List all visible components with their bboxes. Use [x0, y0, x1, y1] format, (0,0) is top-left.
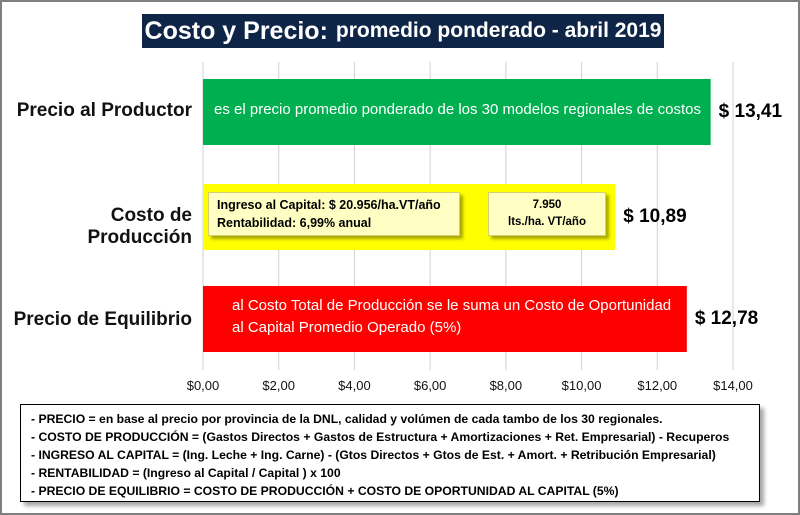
title-part2: promedio ponderado - abril 2019 — [335, 19, 662, 42]
rentabilidad-text: Rentabilidad: 6,99% anual — [217, 216, 372, 230]
x-tick-label: $4,00 — [338, 378, 371, 393]
category-label-precio-productor: Precio al Productor — [16, 100, 192, 121]
note-precio: - PRECIO = en base al precio por provinc… — [31, 412, 663, 426]
x-tick-label: $0,00 — [186, 378, 220, 393]
bar-annotation-precio-equilibrio-line1: al Costo Total de Producción se le suma … — [232, 297, 672, 314]
litros-box: 7.950 lts./ha. VT/año — [488, 192, 606, 236]
x-tick-label: $12,00 — [637, 378, 678, 393]
litros-unit: lts./ha. VT/año — [508, 216, 586, 228]
value-label-precio-equilibrio: $ 12,78 — [694, 308, 759, 329]
note-precio-equilibrio: - PRECIO DE EQUILIBRIO = COSTO DE PRODUC… — [31, 484, 619, 498]
title-part1: Costo y Precio: — [144, 16, 328, 45]
ingreso-capital-box: Ingreso al Capital: $ 20.956/ha.VT/año R… — [208, 192, 460, 236]
category-label-precio-equilibrio: Precio de Equilibrio — [13, 309, 192, 330]
bar-annotation-precio-equilibrio-line2: al Capital Promedio Operado (5%) — [232, 319, 462, 336]
bar-precio-productor — [203, 79, 711, 145]
notes-box: - PRECIO = en base al precio por provinc… — [20, 404, 760, 502]
value-label-precio-productor: $ 13,41 — [718, 101, 783, 122]
category-label-costo-produccion: Costo de Producción — [87, 205, 192, 248]
x-tick-label: $2,00 — [262, 378, 295, 393]
note-ingreso-capital: - INGRESO AL CAPITAL = (Ing. Leche + Ing… — [31, 448, 716, 462]
chart-title: Costo y Precio: promedio ponderado - abr… — [142, 14, 664, 48]
x-tick-label: $8,00 — [489, 378, 523, 393]
note-costo-produccion: - COSTO DE PRODUCCIÓN = (Gastos Directos… — [31, 430, 730, 444]
value-label-costo-produccion: $ 10,89 — [623, 206, 687, 227]
note-rentabilidad: - RENTABILIDAD = (Ingreso al Capital / C… — [31, 466, 341, 480]
ingreso-capital-text: Ingreso al Capital: $ 20.956/ha.VT/año — [217, 198, 441, 212]
litros-value: 7.950 — [532, 199, 562, 211]
x-tick-label: $6,00 — [413, 378, 447, 393]
x-tick-label: $10,00 — [561, 378, 602, 393]
bar-precio-equilibrio — [203, 286, 687, 352]
bar-annotation-precio-productor: es el precio promedio ponderado de los 3… — [214, 101, 701, 118]
x-tick-label: $14,00 — [713, 378, 753, 393]
